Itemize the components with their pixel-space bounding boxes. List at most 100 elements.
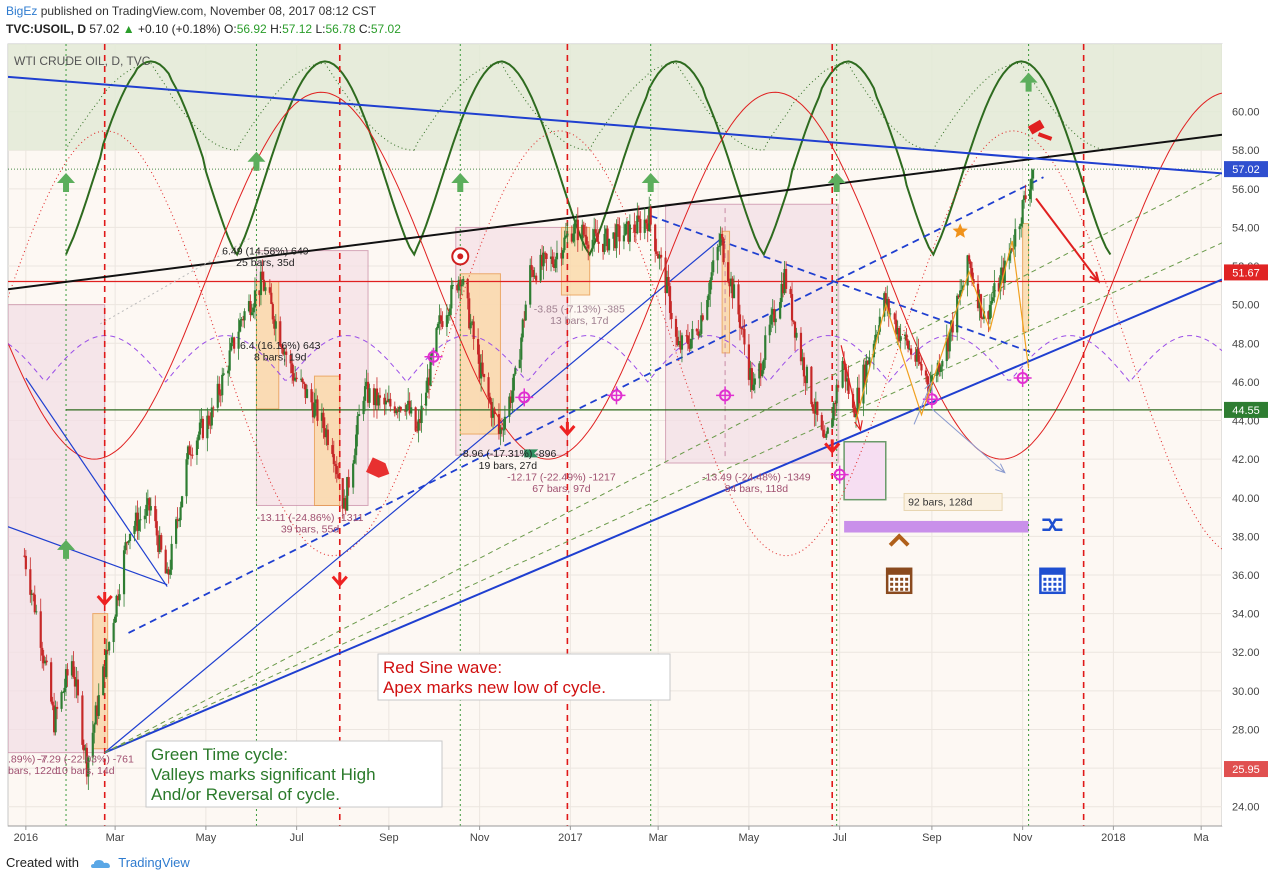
candle-body [66,669,69,676]
candle-body [712,260,715,273]
candle-body [404,410,407,412]
y-tick-label: 50.00 [1232,300,1260,312]
measure-label: 92 bars, 128d [908,496,972,508]
candle-body [927,384,931,391]
x-tick-label: 2017 [558,832,582,844]
calendar-icon-cell [905,577,909,581]
candle-body [228,350,231,371]
measure-label: 19 bars, 27d [479,460,538,472]
candle-body [820,415,823,430]
candle-body [50,662,53,702]
calendar-icon-cell [1043,582,1047,586]
measure-label: 67 bars, 97d [532,483,591,495]
candle-body [410,407,413,414]
candle-body [186,446,190,460]
candle-body [741,328,745,330]
tradingview-link[interactable]: TradingView [118,855,190,870]
blue-dashed-down [650,214,1034,354]
measure-label: 13 bars, 17d [550,315,609,327]
candle-body [616,224,620,226]
candle-body [377,395,380,406]
y-tick-label: 42.00 [1232,454,1260,466]
candle-body [490,401,493,418]
cycle-waves [8,60,1222,557]
symbol-label[interactable]: TVC:USOIL, D [6,22,86,36]
candle-body [970,268,974,280]
note-box [145,740,443,808]
candle-body [884,293,887,306]
green-up-arrow-icon [57,173,76,193]
candle-body [606,228,609,251]
candle-body [529,265,532,305]
candle-body [731,278,734,299]
candle-body [53,705,56,733]
candle-body [445,315,448,327]
candle-body [105,650,108,678]
candle-body [457,279,460,291]
candle-body [618,225,621,242]
candle-body [555,252,559,260]
candle-body [175,519,178,544]
candle-body [420,405,423,424]
candle-body [523,319,526,321]
candle-body [264,287,267,291]
time-axis[interactable]: 2016 Mar May Jul Sep Nov 2017 Mar May Jul Sep Nov 20… [8,825,1222,844]
y-tick-label: 34.00 [1232,609,1260,621]
candle-body [701,315,704,320]
candle-body [560,252,563,259]
candle-body [399,407,402,411]
candle-body [384,400,387,405]
candle-body [521,319,524,338]
candle-body [305,389,309,398]
candle-body [472,321,475,340]
candle-body [951,320,954,333]
candle-body [353,455,356,464]
candle-body [612,232,615,239]
candle-body [197,434,200,441]
red-down-arrow-icon [331,572,348,587]
chart-header: BigEz published on TradingView.com, Nove… [0,0,1270,42]
candle-body [72,661,75,677]
candle-body [30,593,33,595]
candle-body [948,331,951,352]
candle-body [478,354,481,379]
candle-body [320,412,324,421]
note-text: Green Time cycle: [151,745,288,764]
candle-body [804,376,807,384]
candle-body [811,404,814,411]
candle-body [758,363,761,379]
change-up-icon: ▲ [122,22,135,36]
candle-body [137,519,141,531]
measure-label: -12.17 (-22.49%) -1217 [507,471,616,483]
candle-body [222,373,225,375]
candle-body [706,300,709,320]
candle-body [573,222,576,234]
candle-body [972,279,975,284]
candle-body [64,669,68,688]
candle-body [460,284,463,287]
candle-body [575,219,578,223]
measure-label: -7.29 (-22.03%) -761 [37,753,134,765]
candle-body [362,400,365,415]
price-label-box [1224,264,1268,281]
candle-body [999,275,1002,292]
candle-body [1014,229,1017,247]
candle-body [500,427,504,430]
candle-body [844,363,847,382]
candle-body [344,498,347,511]
candle-body [524,304,527,321]
candle-body [395,410,398,414]
candle-body [128,533,132,542]
chart-title: WTI CRUDE OIL, D, TVC [14,54,151,68]
candle-body [42,655,45,664]
calendar-icon-cell [1048,587,1052,591]
candle-body [805,366,809,384]
candle-body [737,284,740,315]
x-tick-label: 2018 [1101,832,1125,844]
author-name[interactable]: BigEz [6,4,38,18]
candle-body [258,290,261,296]
candle-body [115,595,118,617]
candle-body [250,312,254,316]
candle-body [93,724,96,733]
